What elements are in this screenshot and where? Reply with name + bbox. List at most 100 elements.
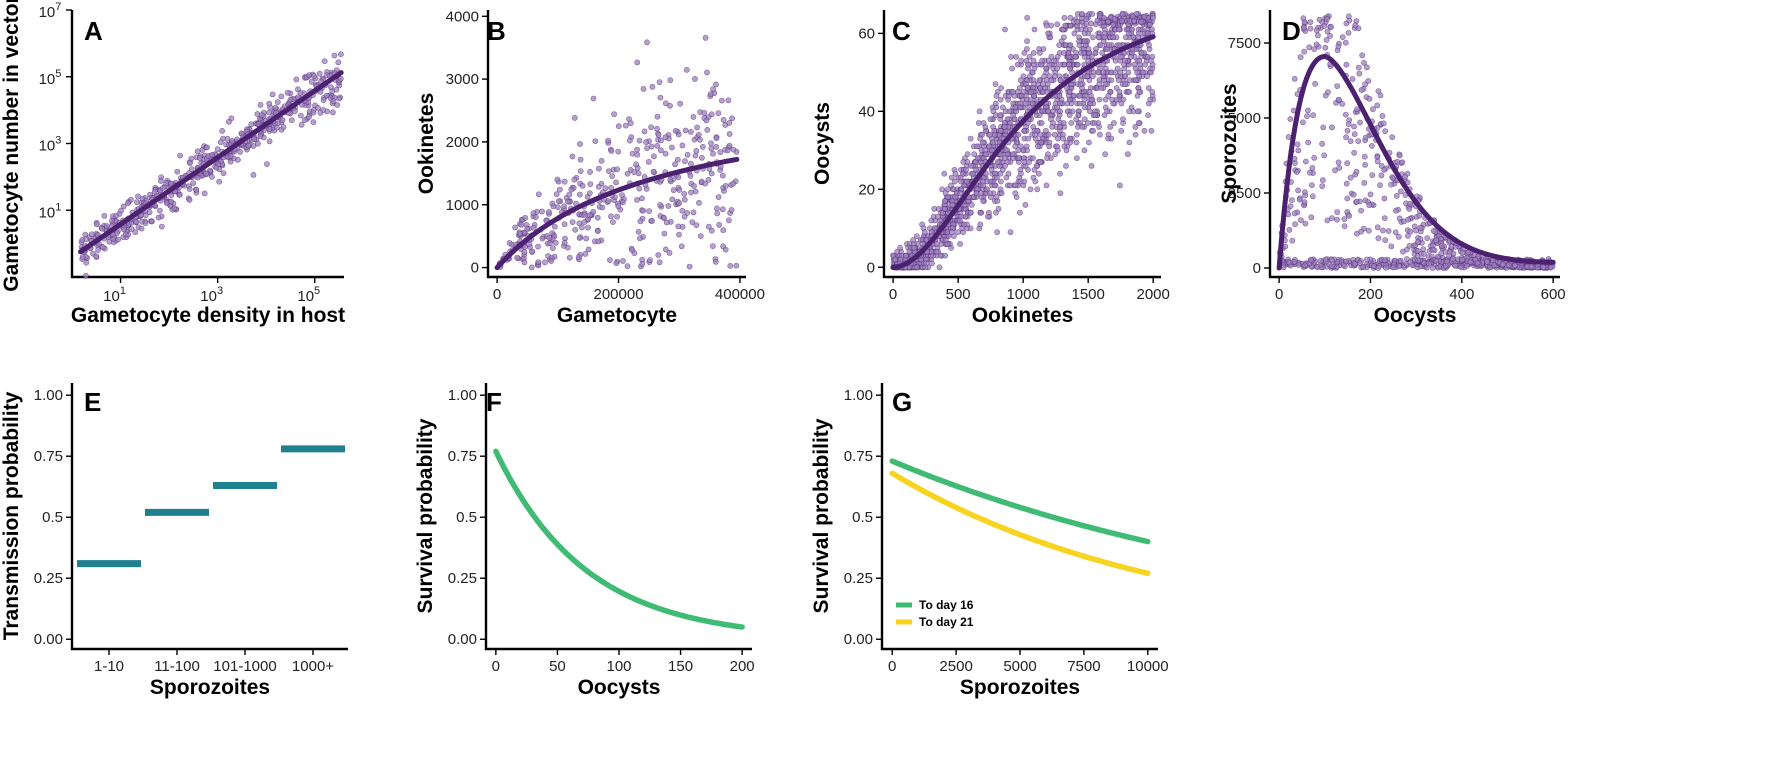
- data-point: [992, 100, 999, 107]
- data-point: [1061, 50, 1067, 56]
- data-point: [548, 258, 555, 264]
- data-point: [1011, 116, 1018, 122]
- data-point: [708, 140, 714, 147]
- y-tick-label: 0.5: [42, 509, 63, 526]
- data-point: [1312, 80, 1318, 87]
- data-point: [695, 131, 702, 138]
- x-axis-label: Oocysts: [1374, 304, 1457, 327]
- data-point: [595, 238, 602, 245]
- data-point: [1311, 154, 1318, 161]
- data-point: [719, 97, 725, 104]
- data-point: [334, 102, 341, 108]
- data-point: [1088, 162, 1095, 169]
- data-point: [1090, 127, 1096, 134]
- data-point: [579, 182, 586, 189]
- data-point: [1287, 203, 1294, 210]
- data-point: [1286, 226, 1293, 233]
- data-point: [1051, 57, 1058, 64]
- data-point: [1353, 198, 1360, 205]
- data-point: [1045, 108, 1052, 115]
- data-point: [971, 151, 978, 158]
- fit-curve: [890, 34, 1156, 270]
- data-point: [728, 207, 735, 213]
- data-point: [1320, 124, 1327, 131]
- data-point: [692, 152, 699, 159]
- data-point: [1356, 260, 1363, 266]
- data-point: [1057, 170, 1063, 177]
- x-axis-label: Ookinetes: [972, 304, 1074, 327]
- data-point: [1111, 15, 1118, 22]
- data-point: [929, 260, 935, 267]
- data-point: [1100, 69, 1107, 76]
- data-point: [1382, 128, 1388, 135]
- scatter-points: [1276, 13, 1556, 271]
- data-point: [1060, 135, 1066, 142]
- y-tick-label: 20: [858, 181, 875, 198]
- data-point: [120, 203, 127, 210]
- data-point: [622, 122, 629, 129]
- data-point: [561, 203, 568, 210]
- x-tick-label: 600: [1541, 286, 1566, 303]
- panel-d: D Oocysts Sporozoites 0 200 400 600 0 2500 5000 75…: [1218, 10, 1566, 327]
- data-point: [1365, 227, 1372, 234]
- data-point: [1030, 57, 1037, 64]
- data-point: [1056, 42, 1063, 48]
- data-point: [709, 243, 716, 249]
- data-point: [213, 164, 220, 171]
- data-point: [516, 230, 523, 237]
- data-point: [561, 178, 568, 185]
- data-point: [722, 182, 729, 189]
- data-point: [132, 229, 139, 236]
- y-tick-base: 10: [39, 71, 56, 88]
- data-point: [1334, 83, 1341, 89]
- y-tick-label: 0.00: [448, 631, 477, 648]
- data-point: [1116, 42, 1123, 48]
- data-point: [696, 199, 702, 206]
- data-point: [1396, 152, 1403, 159]
- x-tick-label: 103: [200, 285, 223, 305]
- data-point: [506, 240, 513, 246]
- y-tick-label: 103: [39, 135, 62, 155]
- data-point: [1362, 81, 1368, 88]
- data-point: [1360, 264, 1366, 270]
- data-point: [973, 166, 979, 173]
- data-point: [1070, 92, 1077, 99]
- data-point: [702, 180, 709, 187]
- data-point: [1361, 153, 1368, 160]
- data-point: [1116, 26, 1122, 33]
- x-tick-label: 1000+: [292, 658, 334, 675]
- data-point: [1013, 53, 1019, 60]
- data-point: [93, 253, 100, 260]
- data-point: [1324, 28, 1331, 35]
- y-tick-label: 1.00: [34, 387, 63, 404]
- x-tick-label: 200: [730, 658, 755, 675]
- data-point: [176, 191, 183, 198]
- data-point: [656, 79, 663, 85]
- data-point: [704, 126, 711, 133]
- data-point: [654, 125, 660, 132]
- x-tick-label: 200: [1358, 286, 1383, 303]
- data-point: [683, 66, 690, 73]
- data-point: [1032, 131, 1038, 138]
- data-point: [1104, 108, 1110, 115]
- data-point: [959, 170, 966, 177]
- data-point: [649, 83, 656, 90]
- data-point: [1079, 10, 1085, 17]
- panel-g: G Sporozoites Survival probability 0 2500 500…: [810, 383, 1169, 699]
- x-tick-exponent: 3: [217, 285, 223, 297]
- data-point: [128, 226, 135, 233]
- data-point: [331, 52, 338, 59]
- y-tick-label: 5000: [1228, 110, 1261, 127]
- data-point: [610, 219, 616, 225]
- data-point: [577, 156, 584, 163]
- data-point: [713, 81, 719, 88]
- data-point: [725, 97, 732, 104]
- data-point: [1062, 22, 1069, 29]
- data-point: [690, 114, 697, 120]
- x-tick-label: 101-1000: [213, 658, 276, 675]
- data-point: [1149, 65, 1156, 72]
- data-point: [1406, 205, 1413, 212]
- data-point: [941, 205, 948, 212]
- data-point: [1293, 169, 1300, 175]
- data-point: [1099, 50, 1105, 56]
